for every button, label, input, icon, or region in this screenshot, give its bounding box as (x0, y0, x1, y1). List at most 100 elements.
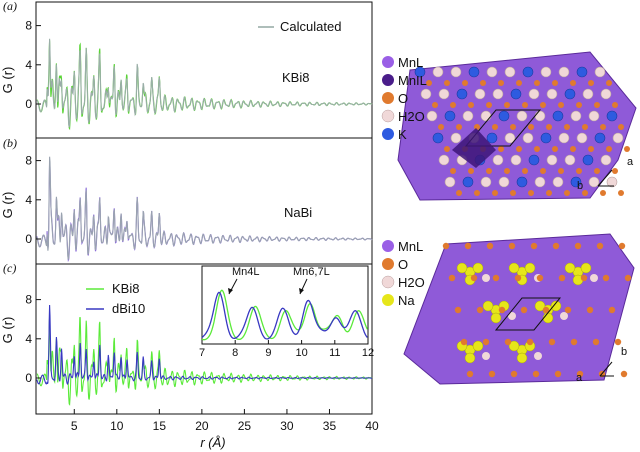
o-atom (552, 242, 560, 250)
structure-bottom-legend: MnL O H2O Na (381, 239, 425, 308)
o-atom (504, 102, 510, 108)
o-atom (546, 190, 552, 196)
o-atom (608, 306, 616, 314)
o-atom (462, 80, 468, 86)
legend-na-marker (382, 294, 394, 306)
o-atom (552, 80, 558, 86)
h2o-atom (486, 66, 498, 78)
panel-letter-b: (b) (3, 136, 17, 150)
o-atom (594, 102, 600, 108)
k-atom (498, 110, 510, 122)
o-atom (526, 338, 534, 346)
na-atom (508, 340, 520, 352)
h2o-atom (462, 110, 474, 122)
o-atom (466, 370, 474, 378)
y-tick-label: 8 (25, 293, 32, 307)
h2o-atom (588, 176, 600, 188)
inset-tick-label: 11 (329, 347, 340, 359)
o-atom (528, 124, 534, 130)
o-atom (614, 338, 622, 346)
h2o-atom (552, 176, 564, 188)
h2o-atom (492, 154, 504, 166)
legend-mnl-bottom-label: MnL (398, 239, 423, 254)
k-atom (510, 88, 522, 100)
o-atom (570, 146, 576, 152)
x-tick-label: 30 (280, 419, 294, 433)
legend-h2o-label: H2O (398, 109, 425, 124)
h2o-atom (482, 274, 490, 282)
o-atom (522, 168, 528, 174)
na-atom (508, 262, 520, 274)
legend-h2o-bottom-marker (381, 275, 395, 289)
h2o-atom (508, 312, 516, 320)
structure-top-atoms (414, 66, 630, 196)
h2o-atom (600, 88, 612, 100)
o-atom (450, 168, 456, 174)
o-atom (492, 190, 498, 196)
k-atom (594, 132, 606, 144)
series-b-calculated (36, 156, 373, 260)
o-atom (602, 274, 610, 282)
x-tick-label: 25 (238, 419, 252, 433)
o-atom (464, 242, 472, 250)
o-atom (492, 124, 498, 130)
k-atom (444, 110, 456, 122)
inset-tick-label: 9 (265, 347, 271, 359)
x-axis-label: r (Å) (200, 435, 225, 450)
o-atom (588, 80, 594, 86)
o-atom (468, 168, 474, 174)
structure-bottom-atoms (442, 242, 632, 378)
na-atom (516, 352, 528, 364)
y-tick-label: 0 (25, 371, 32, 385)
o-atom (456, 190, 462, 196)
h2o-atom (560, 312, 568, 320)
structure-bottom-axis-b-line (599, 361, 613, 377)
inset-series-dbi10 (201, 291, 368, 340)
o-atom (444, 80, 450, 86)
o-atom (586, 306, 594, 314)
o-atom (486, 102, 492, 108)
o-atom (606, 80, 612, 86)
o-atom (600, 190, 606, 196)
h2o-atom (504, 66, 516, 78)
inset-frame (201, 265, 369, 345)
h2o-atom (474, 88, 486, 100)
h2o-atom (480, 110, 492, 122)
o-atom (488, 370, 496, 378)
k-atom (468, 66, 480, 78)
o-atom (448, 274, 456, 282)
o-atom (510, 124, 516, 130)
h2o-atom (420, 88, 432, 100)
na-atom (542, 312, 554, 324)
h2o-atom (510, 154, 522, 166)
y-tick-label: 0 (25, 97, 32, 111)
o-atom (426, 80, 432, 86)
o-atom (612, 102, 618, 108)
o-atom (600, 124, 606, 130)
inset-arrowhead-mn67 (299, 288, 304, 294)
structure-top-axis-b: b (577, 180, 583, 192)
o-atom (520, 306, 528, 314)
o-atom (504, 338, 512, 346)
o-atom (438, 124, 444, 130)
legend-mnl-marker (382, 56, 394, 68)
k-atom (432, 132, 444, 144)
o-atom (594, 168, 600, 174)
o-atom (620, 370, 628, 378)
o-atom (508, 242, 516, 250)
o-atom (522, 102, 528, 108)
structure-bottom-axis-a: a (576, 372, 583, 384)
legend-h2o-bottom-label: H2O (398, 275, 425, 290)
o-atom (474, 190, 480, 196)
o-atom (558, 274, 566, 282)
o-atom (540, 102, 546, 108)
h2o-atom (426, 110, 438, 122)
legend-mnil-label: MnIL (398, 73, 427, 88)
o-atom (504, 168, 510, 174)
o-atom (574, 242, 582, 250)
o-atom (576, 168, 582, 174)
o-atom (540, 168, 546, 174)
o-atom (534, 80, 540, 86)
y-tick-label: 8 (25, 154, 32, 168)
